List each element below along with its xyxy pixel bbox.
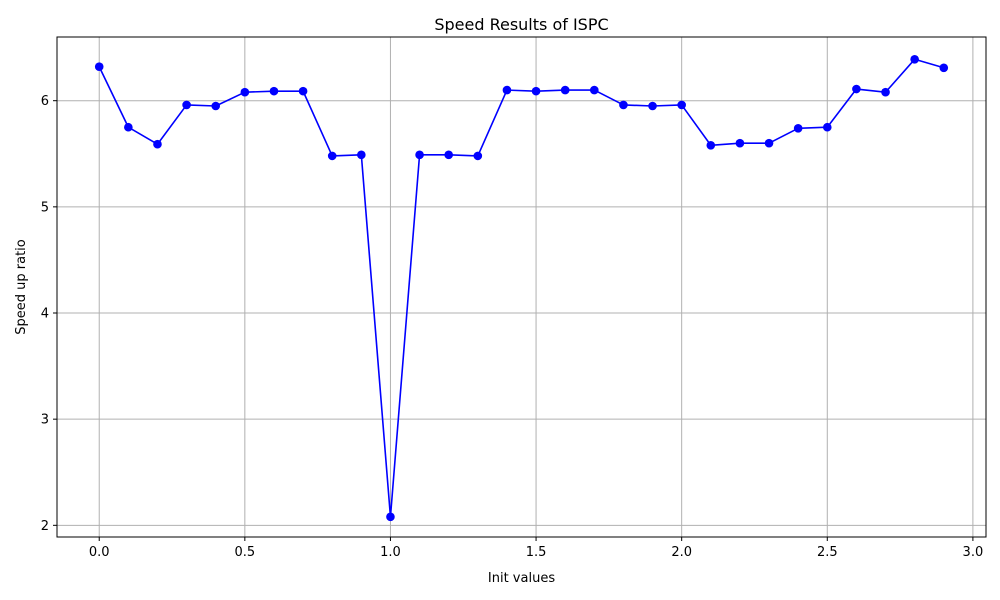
axis-ticks: 0.0 0.5 1.0 1.5 2.0 2.5 3.0 2 3 4 5 6 xyxy=(41,94,984,560)
data-point xyxy=(735,138,745,148)
data-point xyxy=(852,84,861,94)
data-point xyxy=(327,151,337,161)
x-axis-label: Init values xyxy=(488,571,555,586)
y-tick-label: 2 xyxy=(41,519,49,534)
data-point xyxy=(386,512,395,522)
data-point xyxy=(648,101,657,111)
data-point xyxy=(881,87,890,97)
x-tick-label: 0.5 xyxy=(234,545,255,560)
data-point xyxy=(531,86,541,96)
x-tick-label: 3.0 xyxy=(963,545,984,560)
data-point xyxy=(298,86,308,96)
x-tick-label: 2.0 xyxy=(671,545,692,560)
y-tick-label: 6 xyxy=(41,94,49,109)
x-tick-label: 0.0 xyxy=(89,545,110,560)
data-point xyxy=(793,123,803,133)
series-polyline xyxy=(98,58,944,518)
data-point xyxy=(182,100,191,110)
plot-frame xyxy=(56,36,987,538)
data-point xyxy=(153,139,162,149)
data-point xyxy=(415,150,424,160)
data-point xyxy=(502,85,512,95)
data-point xyxy=(764,138,774,148)
y-tick-label: 3 xyxy=(41,413,49,428)
data-point xyxy=(822,122,832,132)
data-point xyxy=(939,63,949,73)
y-tick-label: 4 xyxy=(41,307,49,322)
chart-title: Speed Results of ISPC xyxy=(434,15,608,34)
series-line xyxy=(98,58,944,518)
data-point xyxy=(444,150,453,160)
x-tick-label: 2.5 xyxy=(817,545,838,560)
data-point xyxy=(211,101,221,111)
data-point xyxy=(357,150,366,160)
data-point xyxy=(706,140,716,150)
data-point xyxy=(560,85,570,95)
grid xyxy=(57,37,986,537)
data-point xyxy=(590,85,599,95)
x-tick-label: 1.0 xyxy=(380,545,401,560)
data-point xyxy=(124,122,133,132)
series-markers xyxy=(94,54,949,522)
y-tick-label: 5 xyxy=(41,200,49,215)
y-axis-label: Speed up ratio xyxy=(14,239,29,335)
data-point xyxy=(269,86,279,96)
data-point xyxy=(240,87,250,97)
data-point xyxy=(94,62,104,72)
data-point xyxy=(910,54,919,64)
data-point xyxy=(473,151,483,161)
data-point xyxy=(677,100,686,110)
x-tick-label: 1.5 xyxy=(526,545,547,560)
data-point xyxy=(619,100,628,110)
